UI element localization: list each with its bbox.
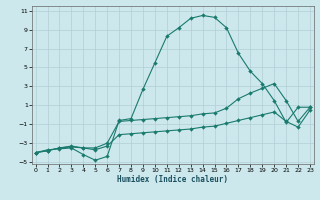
X-axis label: Humidex (Indice chaleur): Humidex (Indice chaleur): [117, 175, 228, 184]
